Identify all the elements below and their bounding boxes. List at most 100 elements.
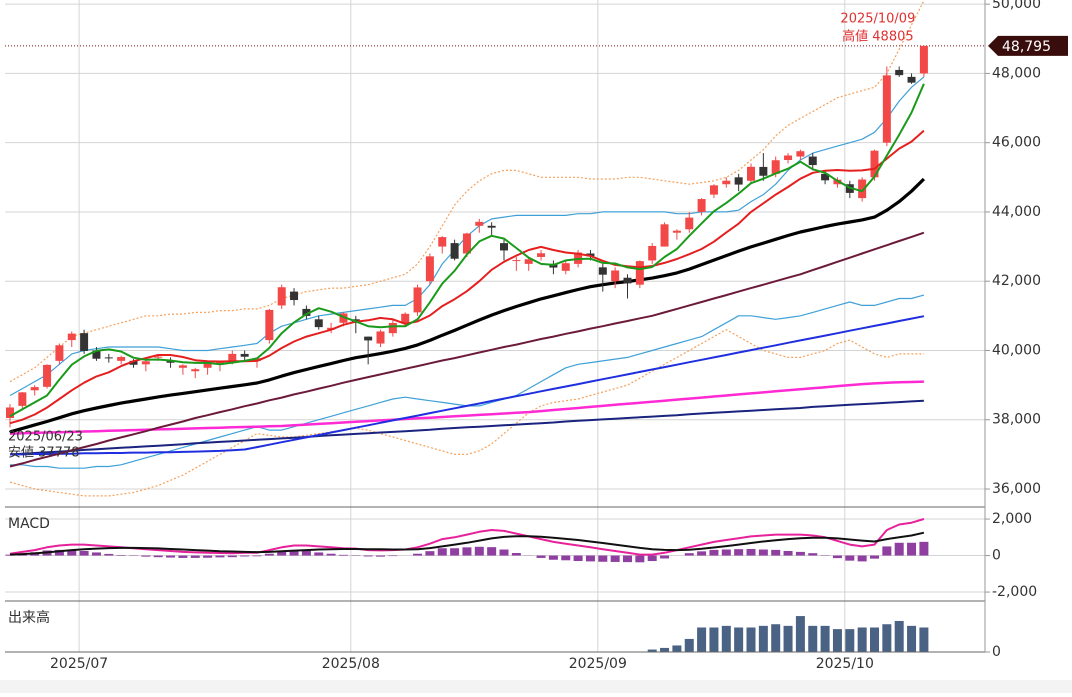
macd-histogram-bar	[191, 556, 200, 558]
price-tag-label: 48,795	[1002, 39, 1051, 55]
volume-bar	[870, 628, 879, 653]
macd-histogram-bar	[549, 556, 558, 560]
volume-bar	[747, 628, 756, 653]
macd-histogram-bar	[907, 543, 916, 556]
macd-histogram-bar	[870, 556, 879, 559]
macd-histogram-bar	[166, 556, 175, 558]
grid-layer	[5, 0, 990, 652]
macd-histogram-bar	[327, 554, 336, 556]
candle-body	[500, 243, 508, 250]
candle-body	[290, 292, 298, 300]
macd-histogram-bar	[154, 556, 163, 558]
macd-histogram-bar	[919, 542, 928, 556]
y-tick-label: 42,000	[992, 273, 1041, 289]
candle-body	[191, 369, 199, 371]
macd-histogram-bar	[709, 550, 718, 556]
candle-body	[154, 357, 162, 358]
macd-histogram-bar	[413, 554, 422, 556]
price-panel	[6, 1, 928, 496]
x-tick-label: 2025/09	[569, 656, 627, 672]
macd-histogram-bar	[425, 551, 434, 555]
macd-histogram-bar	[339, 555, 348, 556]
candle-body	[722, 181, 730, 185]
macd-title: MACD	[8, 516, 50, 532]
candle-body	[648, 246, 656, 260]
volume-bar	[759, 626, 768, 652]
macd-histogram-bar	[845, 556, 854, 561]
candle-body	[747, 167, 755, 181]
macd-histogram-bar	[302, 551, 311, 556]
candle-body	[179, 365, 187, 367]
macd-histogram-bar	[117, 555, 126, 556]
candle-body	[278, 287, 286, 305]
candle-body	[488, 226, 496, 228]
candle-body	[426, 256, 434, 281]
volume-bar	[833, 629, 842, 652]
candle-body	[698, 199, 706, 212]
candle-body	[673, 231, 681, 233]
x-tick-label: 2025/07	[50, 656, 108, 672]
macd-histogram-bar	[376, 556, 385, 557]
candle-body	[475, 222, 483, 226]
candle-body	[377, 331, 385, 343]
candle-body	[611, 270, 619, 281]
x-tick-label: 2025/10	[816, 656, 874, 672]
macd-histogram-bar	[611, 556, 620, 562]
volume-bar	[796, 616, 805, 652]
footer-band	[0, 680, 1072, 693]
macd-histogram-bar	[586, 556, 595, 562]
candle-body	[228, 354, 236, 361]
volume-title: 出来高	[8, 609, 50, 626]
candle-body	[80, 333, 88, 351]
macd-histogram-bar	[178, 556, 187, 558]
candle-body	[364, 337, 372, 341]
macd-histogram-bar	[747, 549, 756, 556]
candle-body	[43, 365, 51, 387]
candle-body	[414, 287, 422, 312]
macd-histogram-bar	[722, 550, 731, 556]
candle-body	[315, 319, 323, 327]
macd-histogram-bar	[833, 556, 842, 559]
volume-bar	[845, 629, 854, 652]
candle-body	[117, 357, 125, 361]
macd-histogram-bar	[141, 556, 150, 557]
y-tick-label: 2,000	[992, 511, 1032, 527]
volume-bar	[660, 648, 669, 652]
volume-bar	[858, 628, 867, 653]
volume-bar	[784, 626, 793, 652]
candle-body	[895, 70, 903, 75]
line-series	[10, 316, 924, 454]
macd-histogram-bar	[796, 552, 805, 556]
x-tick-label: 2025/08	[322, 656, 380, 672]
y-tick-label: 44,000	[992, 204, 1041, 220]
text-layer: MACD 出来高 50,00048,00046,00044,00042,0004…	[8, 0, 1068, 672]
low-note-date: 2025/06/23	[8, 430, 83, 445]
volume-bar	[734, 628, 743, 653]
y-tick-label: 0	[992, 548, 1001, 564]
macd-histogram-bar	[759, 550, 768, 556]
macd-histogram-bar	[80, 551, 89, 556]
macd-histogram-bar	[623, 556, 632, 563]
macd-histogram-bar	[500, 550, 509, 556]
candle-body	[537, 253, 545, 257]
candle-body	[809, 157, 817, 166]
macd-histogram-bar	[462, 547, 471, 555]
macd-histogram-bar	[660, 556, 669, 559]
candle-body	[920, 46, 928, 74]
macd-histogram-bar	[882, 546, 891, 555]
macd-histogram-bar	[253, 556, 262, 557]
volume-bar	[709, 628, 718, 653]
macd-histogram-bar	[388, 556, 397, 557]
macd-histogram-bar	[771, 550, 780, 556]
macd-histogram-bar	[648, 556, 657, 561]
macd-histogram-bar	[635, 556, 644, 563]
volume-panel	[648, 616, 929, 652]
volume-bar	[907, 626, 916, 652]
y-tick-label: 38,000	[992, 412, 1041, 428]
macd-histogram-bar	[808, 553, 817, 555]
macd-histogram-bar	[561, 556, 570, 561]
line-series	[10, 295, 924, 468]
candle-body	[796, 151, 804, 156]
candle-body	[636, 261, 644, 285]
candle-body	[401, 314, 409, 323]
